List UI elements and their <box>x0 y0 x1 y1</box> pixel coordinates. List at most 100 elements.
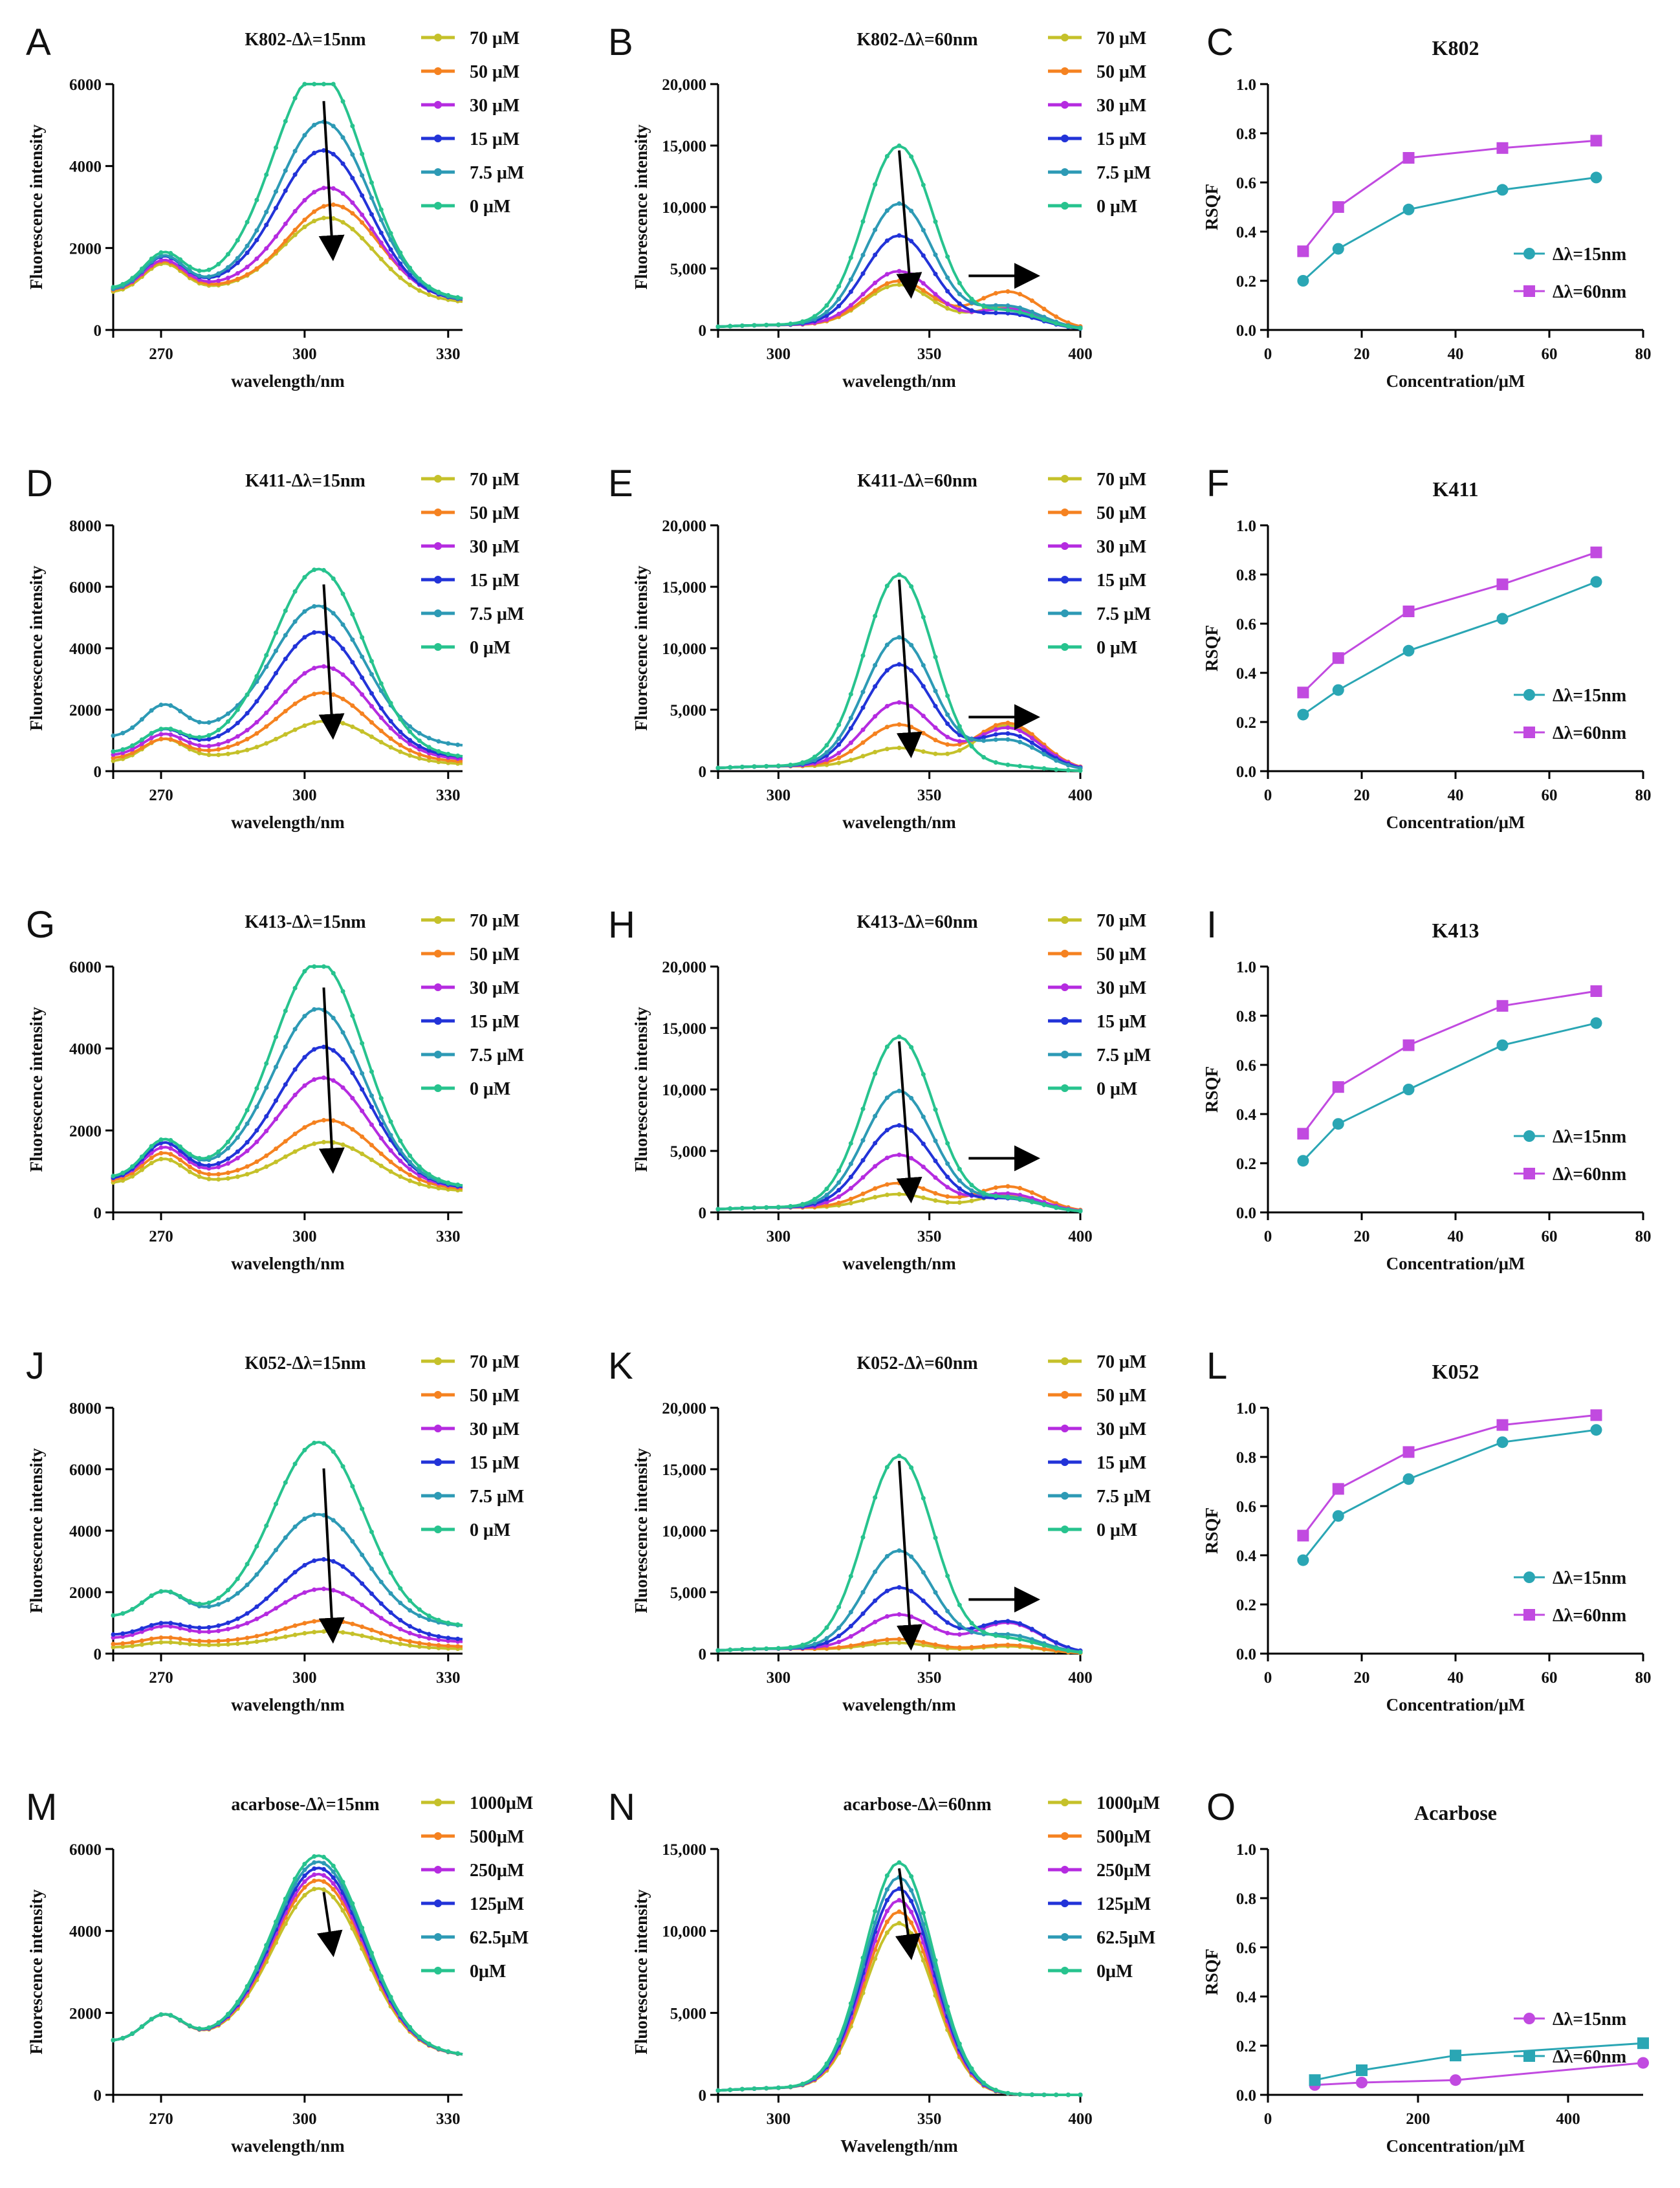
data-point <box>884 747 889 752</box>
legend-label: 125μM <box>1096 1894 1151 1914</box>
data-point <box>120 730 125 736</box>
legend-marker <box>434 1933 442 1941</box>
panel-k: K K052-Δλ=60nm05,00010,00015,00020,000300… <box>608 1345 1151 1714</box>
legend-label: Δλ=60nm <box>1553 723 1626 743</box>
data-point <box>426 2041 431 2046</box>
data-point <box>187 1156 192 1161</box>
data-point <box>111 749 116 754</box>
data-point <box>921 228 926 233</box>
data-point <box>848 726 853 731</box>
y-tick-label: 1.0 <box>1236 76 1256 94</box>
data-point <box>969 1192 974 1198</box>
data-point <box>873 280 878 285</box>
data-point <box>321 1866 326 1872</box>
data-point <box>728 1206 733 1211</box>
data-point <box>245 1121 250 1126</box>
data-point <box>312 1619 317 1624</box>
data-point <box>235 1126 240 1131</box>
data-point <box>168 1621 173 1626</box>
data-point <box>168 1152 173 1157</box>
data-point <box>149 256 154 261</box>
legend-item: 50 μM <box>421 62 519 82</box>
data-point <box>264 258 269 263</box>
data-point <box>245 250 250 256</box>
legend-item: 62.5μM <box>1048 1928 1155 1948</box>
x-tick-label: 400 <box>1068 1228 1093 1245</box>
data-point <box>860 740 866 745</box>
series-markers <box>715 268 1083 331</box>
data-point <box>860 252 866 257</box>
data-point <box>321 664 326 669</box>
data-point <box>111 1635 116 1640</box>
data-point <box>873 662 878 668</box>
legend-marker <box>434 950 442 957</box>
data-point <box>921 1598 926 1603</box>
x-tick-label: 60 <box>1542 1669 1558 1687</box>
y-tick-label: 0.6 <box>1236 1498 1256 1516</box>
data-point <box>206 1600 212 1605</box>
data-point <box>848 1161 853 1166</box>
data-point <box>752 1646 757 1652</box>
chart-title: K052-Δλ=15nm <box>245 1353 365 1373</box>
data-point <box>933 1958 938 1963</box>
data-point <box>158 1621 164 1626</box>
series-markers <box>715 282 1083 331</box>
data-point <box>283 689 288 694</box>
data-point <box>873 1619 878 1625</box>
data-point <box>312 1077 317 1082</box>
legend-marker <box>434 34 442 41</box>
legend-marker <box>434 475 442 483</box>
data-point <box>235 1641 240 1646</box>
data-point <box>264 1612 269 1617</box>
data-point <box>226 2011 231 2017</box>
data-point <box>235 1637 240 1642</box>
data-point <box>848 1174 853 1179</box>
data-point <box>800 2081 805 2086</box>
data-point <box>873 1570 878 1575</box>
series-line <box>717 1861 1080 2096</box>
data-point <box>1005 307 1010 312</box>
data-point <box>178 740 183 745</box>
series-line <box>717 1887 1080 2096</box>
data-point <box>331 124 336 129</box>
data-point <box>933 1642 938 1647</box>
legend-marker <box>434 1084 442 1092</box>
trend-arrow-down <box>316 1892 343 1958</box>
data-point <box>921 714 926 719</box>
data-point <box>426 754 431 760</box>
data-point <box>993 727 998 732</box>
data-point <box>369 659 374 664</box>
data-point <box>378 230 384 235</box>
legend-label: 0 μM <box>1096 1079 1137 1099</box>
series-markers <box>715 143 1083 331</box>
data-point <box>158 2012 164 2017</box>
data-point <box>455 1182 461 1187</box>
series-markers <box>111 964 461 1187</box>
data-point <box>302 1055 307 1060</box>
data-point <box>1065 324 1071 329</box>
data-point <box>1018 763 1023 769</box>
data-point <box>168 1624 173 1629</box>
data-point <box>848 307 853 312</box>
data-point <box>187 1628 192 1633</box>
y-tick-label: 0.8 <box>1236 1449 1256 1467</box>
data-point <box>168 737 173 742</box>
data-point <box>408 1172 413 1177</box>
data-point <box>848 303 853 308</box>
data-point <box>292 1570 298 1575</box>
data-point <box>933 1158 938 1163</box>
data-point <box>873 1113 878 1119</box>
data-point <box>130 725 135 730</box>
data-point <box>945 712 950 717</box>
panel-letter: B <box>608 21 633 63</box>
data-point <box>1065 763 1071 768</box>
legend-item: 30 μM <box>1048 96 1146 116</box>
series-markers <box>715 1860 1083 2097</box>
data-point <box>312 1440 317 1445</box>
data-point <box>111 2038 116 2043</box>
data-point <box>909 1920 914 1925</box>
data-point <box>331 1894 336 1899</box>
data-point <box>321 1879 326 1884</box>
data-point <box>369 691 374 696</box>
data-point <box>909 1588 914 1593</box>
